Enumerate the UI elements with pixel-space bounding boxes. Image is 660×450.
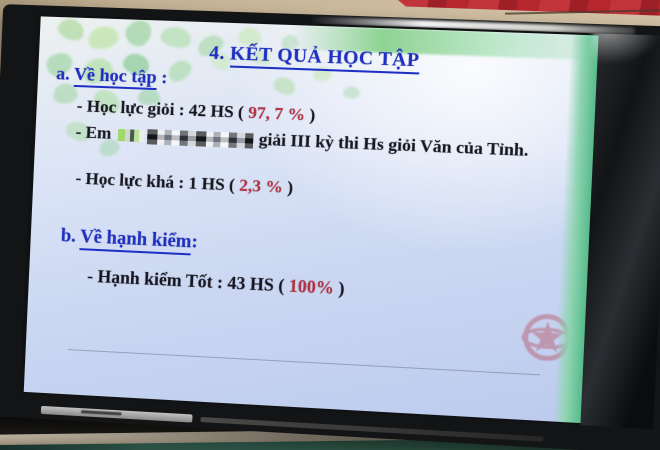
star-globe-emblem-icon [520, 310, 575, 364]
percent-kha: 2,3 % [238, 175, 284, 197]
presentation-slide: 4. KẾT QUẢ HỌC TẬP a. Về học tập : - Học… [23, 16, 599, 424]
slide-footer-line [67, 349, 541, 376]
line-em-award: - Em giải III kỳ thi Hs giỏi Văn của Tỉnh… [75, 122, 529, 161]
percent-tot: 100% [288, 275, 335, 298]
slide-title-number: 4. [208, 42, 231, 65]
percent-gioi: 97, 7 % [247, 102, 306, 125]
tv-frame: 4. KẾT QUẢ HỌC TẬP a. Về học tập : - Học… [0, 4, 660, 450]
tv-brand-text-smudge [81, 410, 122, 416]
censored-name-block [147, 128, 255, 149]
line-hoc-luc-kha: - Học lực khá : 1 HS ( 2,3 % ) [75, 168, 294, 198]
section-a-heading: a. Về học tập : [56, 63, 168, 91]
section-b-heading: b. Về hạnh kiểm: [60, 226, 198, 256]
line-hanh-kiem-tot: - Hạnh kiểm Tốt : 43 HS ( 100% ) [86, 265, 346, 299]
tv-screen: 4. KẾT QUẢ HỌC TẬP a. Về học tập : - Học… [19, 14, 660, 430]
line-hoc-luc-gioi: - Học lực giỏi : 42 HS ( 97, 7 % ) [76, 96, 316, 125]
tv-brand-label [40, 405, 193, 423]
censored-name-fragment [118, 129, 145, 143]
slide-title-text: KẾT QUẢ HỌC TẬP [229, 43, 420, 75]
red-banner [398, 0, 660, 16]
